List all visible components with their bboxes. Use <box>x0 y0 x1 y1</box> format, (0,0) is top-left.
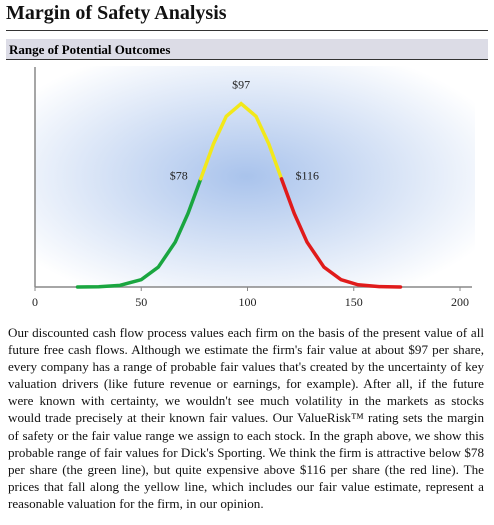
rule <box>6 30 488 31</box>
plot-background <box>35 66 475 287</box>
curve <box>199 101 284 181</box>
curve <box>279 177 403 289</box>
page-title: Margin of Safety Analysis <box>6 2 227 24</box>
annotation: $97 <box>232 77 250 91</box>
x-tick-label: 50 <box>135 295 147 309</box>
x-tick-label: 200 <box>451 295 469 309</box>
body-text: Our discounted cash flow process values … <box>8 325 484 511</box>
x-tick-label: 0 <box>32 295 38 309</box>
curve <box>75 177 203 289</box>
section-header: Range of Potential Outcomes <box>6 39 488 60</box>
x-tick-label: 150 <box>345 295 363 309</box>
x-tick-label: 100 <box>239 295 257 309</box>
chart: 0 50 100 150 200 $78 $97 $116 <box>32 66 475 309</box>
annotation: $116 <box>296 169 320 183</box>
annotation: $78 <box>170 169 188 183</box>
